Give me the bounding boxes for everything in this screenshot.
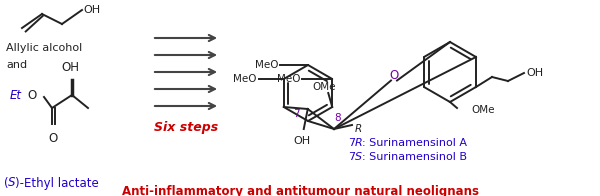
Text: Et: Et [10, 89, 22, 102]
Text: OH: OH [83, 5, 100, 15]
Text: )-Ethyl lactate: )-Ethyl lactate [15, 177, 99, 190]
Text: and: and [6, 60, 27, 70]
Text: (: ( [4, 177, 8, 190]
Text: MeO: MeO [233, 74, 257, 84]
Text: S: S [8, 177, 16, 190]
Text: OH: OH [526, 68, 543, 78]
Text: Anti-inflammatory and antitumour natural neolignans: Anti-inflammatory and antitumour natural… [121, 184, 479, 196]
Text: O: O [389, 69, 398, 82]
Text: OMe: OMe [313, 82, 336, 92]
Text: 8: 8 [335, 113, 341, 123]
Text: O: O [49, 132, 58, 145]
Text: Allylic alcohol: Allylic alcohol [6, 43, 82, 53]
Text: R: R [355, 138, 363, 148]
Text: OH: OH [61, 61, 79, 74]
Text: : Surinamensinol A: : Surinamensinol A [362, 138, 467, 148]
Text: O: O [27, 89, 36, 102]
Text: 7: 7 [348, 152, 355, 162]
Text: Six steps: Six steps [154, 122, 218, 134]
Text: R: R [355, 124, 362, 134]
Text: 7: 7 [293, 109, 300, 119]
Text: OH: OH [293, 136, 310, 146]
Text: OMe: OMe [471, 105, 494, 115]
Text: S: S [355, 152, 362, 162]
Text: MeO: MeO [277, 74, 300, 84]
Text: MeO: MeO [254, 60, 278, 70]
Text: : Surinamensinol B: : Surinamensinol B [362, 152, 467, 162]
Text: 7: 7 [348, 138, 355, 148]
